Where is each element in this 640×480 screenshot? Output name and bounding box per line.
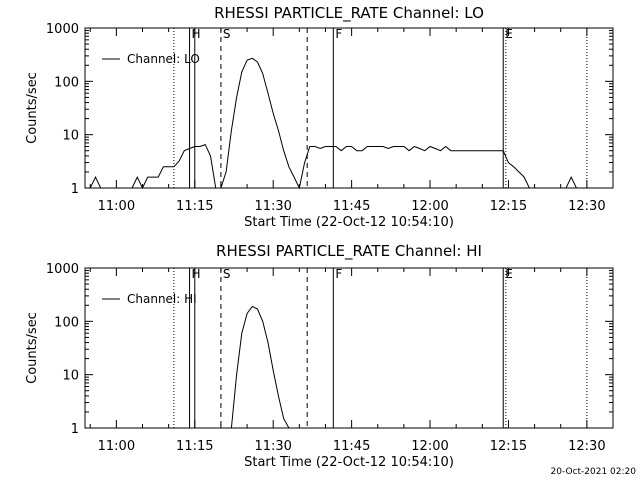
y-tick-label: 100: [54, 315, 79, 330]
event-marker-label: F: [335, 27, 342, 41]
x-tick-label: 11:45: [333, 439, 370, 454]
event-marker-label: S: [223, 267, 231, 281]
y-tick-label: 100: [54, 75, 79, 90]
series-line-1: [230, 305, 290, 429]
event-marker-label: H: [192, 27, 201, 41]
plot-frame: [84, 267, 614, 429]
chart-title: RHESSI PARTICLE_RATE Channel: LO: [214, 4, 484, 23]
x-tick-label: 12:15: [490, 439, 527, 454]
x-tick-label: 11:15: [176, 199, 213, 214]
event-marker-label: F: [335, 267, 342, 281]
x-tick-label: 11:00: [98, 199, 135, 214]
chart-panel-1: RHESSI PARTICLE_RATE Channel: LO 1 10 100 10…: [25, 4, 614, 230]
x-tick-label: 11:15: [176, 439, 213, 454]
x-tick-label: 12:30: [568, 199, 605, 214]
y-axis-label: Counts/sec: [25, 312, 40, 384]
chart-panel-2: RHESSI PARTICLE_RATE Channel: HI 1 10 100 10…: [25, 242, 614, 470]
x-tick-label: 12:00: [411, 199, 448, 214]
event-marker-label: E: [505, 27, 513, 41]
y-tick-label: 1000: [46, 262, 79, 277]
y-tick-label: 10: [62, 129, 79, 144]
event-marker-label: E: [505, 267, 513, 281]
generation-timestamp: 20-Oct-2021 02:20: [551, 467, 637, 477]
x-tick-label: 12:15: [490, 199, 527, 214]
x-tick-label: 11:45: [333, 199, 370, 214]
y-axis-label: Counts/sec: [25, 72, 40, 144]
y-tick-label: 1: [71, 182, 79, 197]
x-tick-label: 12:00: [411, 439, 448, 454]
y-tick-label: 10: [62, 369, 79, 384]
x-axis-label: Start Time (22-Oct-12 10:54:10): [244, 215, 454, 230]
x-tick-label: 11:30: [254, 439, 291, 454]
x-tick-label: 11:30: [254, 199, 291, 214]
x-tick-label: 11:00: [98, 439, 135, 454]
y-tick-label: 1: [71, 422, 79, 437]
chart-title: RHESSI PARTICLE_RATE Channel: HI: [216, 242, 482, 261]
event-marker-label: S: [223, 27, 231, 41]
event-marker-label: H: [192, 267, 201, 281]
y-tick-label: 1000: [46, 22, 79, 37]
plot-frame: [84, 27, 614, 189]
x-axis-label: Start Time (22-Oct-12 10:54:10): [244, 455, 454, 470]
legend-label: Channel: LO: [127, 52, 200, 66]
x-tick-label: 12:30: [568, 439, 605, 454]
legend-label: Channel: HI: [127, 292, 197, 306]
series-line-1: [85, 57, 587, 190]
